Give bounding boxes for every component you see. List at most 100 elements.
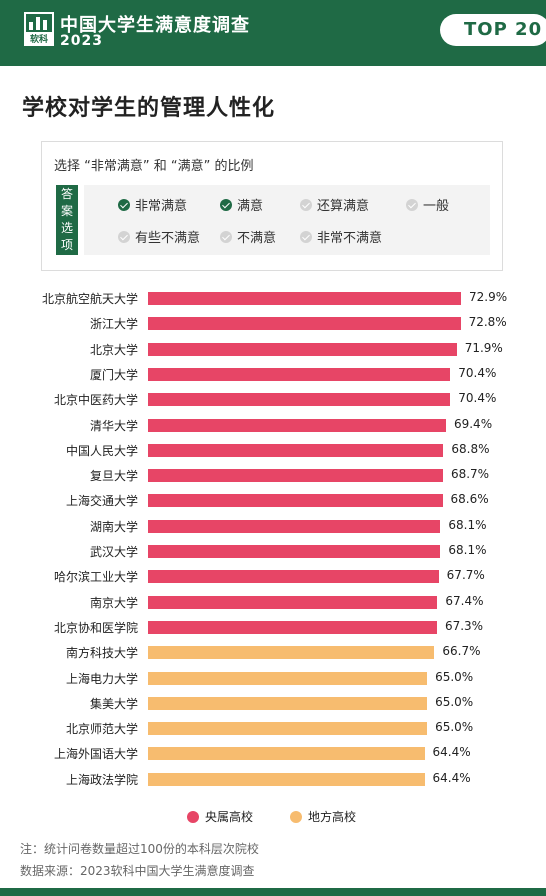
value-label: 71.9% [464,340,503,355]
category-label: 复旦大学 [89,469,138,484]
category-label: 中国人民大学 [65,443,138,458]
value-label: 66.7% [442,644,481,659]
bar [148,671,428,685]
category-label: 上海交通大学 [65,494,138,509]
chart-row: 上海外国语大学 64.4% [0,741,546,766]
value-label: 68.7% [450,467,490,482]
bar [148,367,451,381]
logo-text: 软科 [24,34,54,46]
value-label: 67.3% [444,618,484,633]
answer-option: 有些不满意 [118,227,200,246]
bar [148,772,425,786]
header: 软科 中国大学生满意度调查 2023 TOP 20 [0,0,546,66]
value-label: 67.4% [445,593,484,608]
value-label: 69.4% [453,416,493,431]
shanghairanking-logo: 软科 [24,12,54,46]
top-badge: TOP 20 [440,14,546,46]
bar-chart: 北京航空航天大学 72.9% 浙江大学 72.8% 北京大学 71.9% 厦门大学 70.4%… [0,286,546,787]
answer-options: 非常满意 满意 还算满意 一般有些不满意 不满意 非常不满意 [84,185,490,255]
chart-row: 中国人民大学 68.8% [0,438,546,463]
category-label: 哈尔滨工业大学 [53,570,138,585]
bar [148,443,444,457]
survey-year: 2023 [60,33,103,49]
answer-option-label: 有些不满意 [135,231,201,246]
category-label: 南方科技大学 [65,646,138,661]
chart-row: 厦门大学 70.4% [0,362,546,387]
category-label: 北京航空航天大学 [41,292,138,306]
bar [148,545,441,558]
value-label: 68.1% [448,543,487,557]
category-label: 北京协和医学院 [53,620,138,635]
chart-row: 上海交通大学 68.6% [0,488,546,513]
chart-row: 南方科技大学 66.7% [0,640,546,665]
value-label: 68.1% [448,517,487,532]
category-label: 北京师范大学 [65,722,138,737]
category-label: 上海外国语大学 [53,747,138,762]
answer-option-label: 不满意 [237,231,277,246]
answer-option-label: 一般 [423,199,450,214]
value-label: 65.0% [435,694,474,709]
answer-option-label: 还算满意 [317,199,370,214]
chart-row: 北京师范大学 65.0% [0,716,546,741]
chart-row: 上海政法学院 64.4% [0,767,546,792]
bar [148,342,457,356]
answer-option: 非常满意 [118,195,187,214]
data-source: 数据来源：2023软科中国大学生满意度调查 [20,864,255,878]
page-title: 学校对学生的管理人性化 [22,96,276,121]
legend-item: 央属高校 [187,808,253,825]
answer-option: 满意 [220,195,263,214]
check-off-icon [300,231,312,243]
category-label: 清华大学 [89,418,138,433]
check-on-icon [220,199,232,211]
bar [148,595,438,609]
chart-row: 武汉大学 68.1% [0,539,546,564]
bar [148,519,441,533]
answer-option: 一般 [406,195,449,214]
value-label: 72.9% [469,290,508,304]
category-label: 武汉大学 [89,545,138,559]
chart-row: 湖南大学 68.1% [0,514,546,539]
category-label: 浙江大学 [89,317,138,332]
chart-row: 复旦大学 68.7% [0,463,546,488]
bar [148,646,435,660]
bar [148,620,437,634]
value-label: 70.4% [458,365,497,380]
value-label: 67.7% [446,568,485,583]
category-label: 湖南大学 [89,519,138,534]
bar [148,393,451,407]
check-on-icon [118,199,130,211]
value-label: 64.4% [432,745,471,760]
legend-label: 央属高校 [205,810,254,824]
bar [148,494,443,508]
category-label: 上海政法学院 [65,772,138,787]
value-label: 65.0% [435,720,474,735]
category-label: 北京中医药大学 [53,393,138,408]
chart-legend: 央属高校 地方高校 [0,808,546,828]
chart-row: 北京大学 71.9% [0,337,546,362]
answer-option: 不满意 [220,227,276,246]
bar [148,317,461,331]
chart-row: 北京协和医学院 67.3% [0,615,546,640]
legend-label: 地方高校 [308,810,357,824]
answer-option-label: 满意 [237,199,264,214]
answer-tag: 答案选项 [56,185,78,255]
answer-options-box: 选择 “非常满意” 和 “满意” 的比例 答案选项 非常满意 满意 还算满意 一般 有些… [41,141,503,271]
chart-row: 清华大学 69.4% [0,413,546,438]
check-off-icon [406,199,418,211]
survey-title: 中国大学生满意度调查 [60,15,250,36]
chart-row: 浙江大学 72.8% [0,311,546,336]
value-label: 70.4% [458,391,497,406]
category-label: 厦门大学 [89,367,138,382]
logo-bars-icon [24,12,54,34]
content-card: 学校对学生的管理人性化 选择 “非常满意” 和 “满意” 的比例 答案选项 非常… [0,66,546,888]
answer-option: 非常不满意 [300,227,382,246]
bar [148,418,446,432]
legend-swatch [187,811,199,823]
category-label: 南京大学 [89,595,138,610]
bar [148,696,428,710]
check-off-icon [220,231,232,243]
check-off-icon [300,199,312,211]
answer-option-label: 非常满意 [135,199,188,214]
value-label: 68.6% [450,492,489,507]
legend-item: 地方高校 [290,808,356,825]
